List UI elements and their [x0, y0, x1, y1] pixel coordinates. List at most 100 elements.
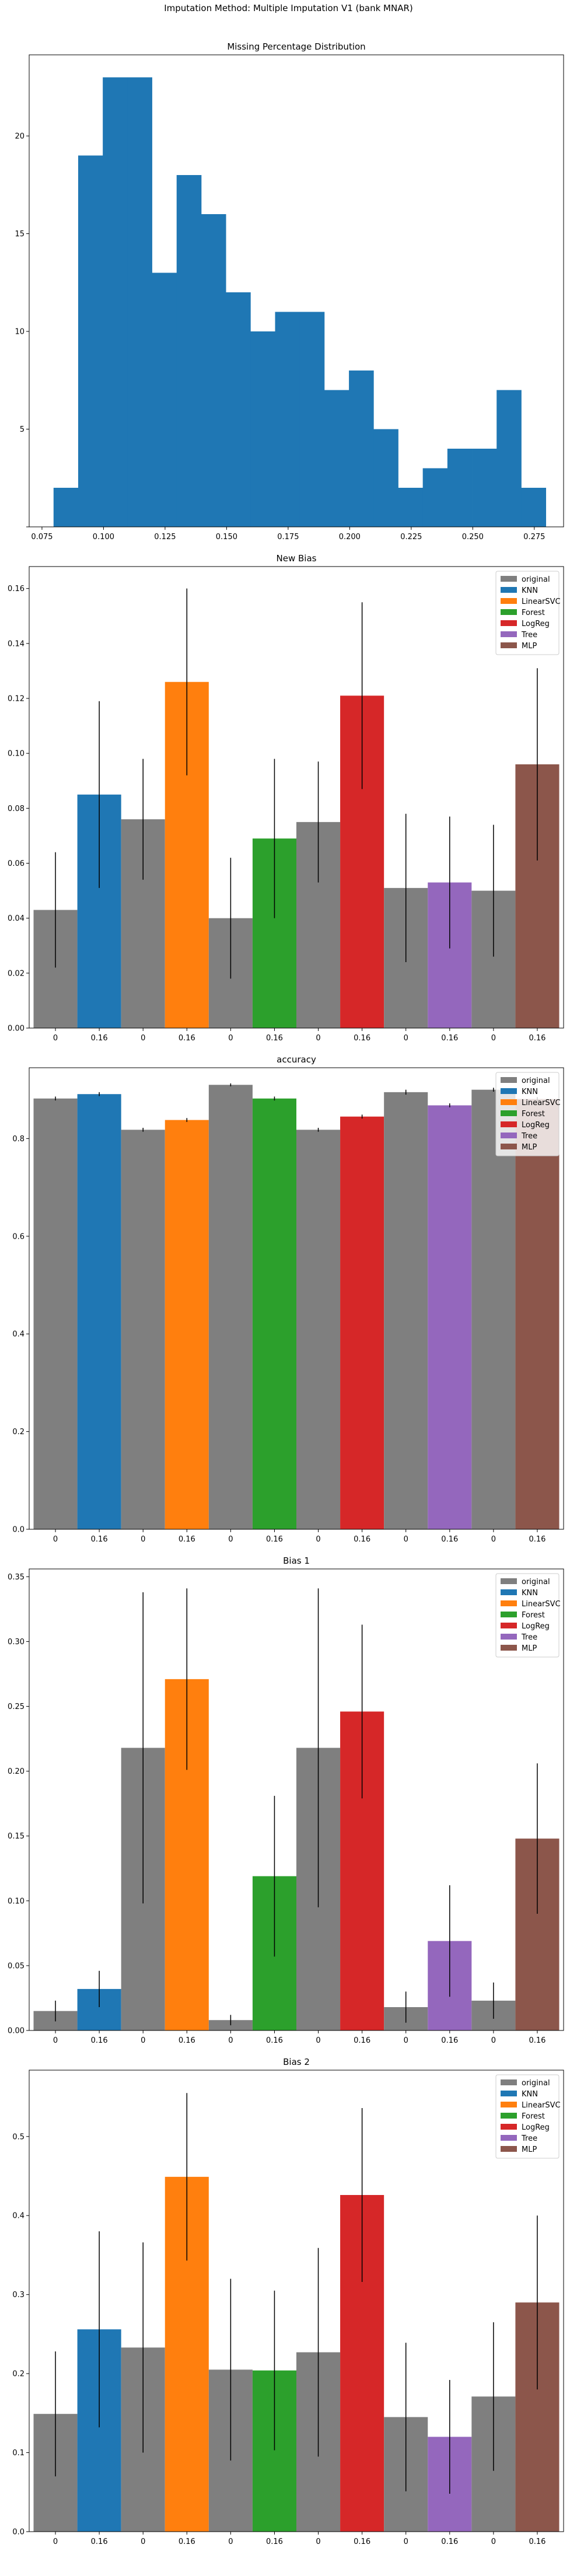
y-tick-label: 0.4 — [12, 2212, 25, 2221]
x-tick-label: 0.16 — [354, 2036, 370, 2045]
legend-swatch — [501, 1088, 517, 1094]
y-tick-label: 0.02 — [8, 969, 25, 978]
y-tick-label: 5 — [20, 425, 25, 434]
histogram-bar — [103, 77, 128, 527]
logreg-bar — [340, 1116, 384, 1529]
y-tick-label: 0.10 — [8, 750, 25, 759]
x-tick-label: 0 — [53, 1034, 58, 1043]
x-tick-label: 0.16 — [91, 2036, 108, 2045]
y-tick-label: 0.8 — [12, 1135, 25, 1144]
legend-swatch — [501, 1600, 517, 1606]
original-bar — [33, 1098, 78, 1529]
original-bar — [384, 1092, 428, 1529]
legend-label: original — [522, 2079, 550, 2088]
legend-label: KNN — [522, 2090, 538, 2099]
x-tick-label: 0.225 — [400, 533, 422, 541]
x-tick-label: 0 — [141, 2537, 145, 2546]
legend-swatch — [501, 1133, 517, 1138]
legend-swatch — [501, 2102, 517, 2107]
legend-swatch — [501, 1634, 517, 1640]
legend-swatch — [501, 642, 517, 648]
x-tick-label: 0.16 — [441, 1535, 458, 1544]
x-tick-label: 0.16 — [529, 2036, 545, 2045]
legend-label: Forest — [522, 2112, 545, 2121]
y-tick-label: 20 — [15, 132, 25, 141]
chart-title: accuracy — [277, 1054, 316, 1065]
histogram-bar — [176, 175, 202, 527]
legend-label: MLP — [522, 2145, 537, 2154]
x-tick-label: 0.16 — [266, 1034, 283, 1043]
legend-swatch — [501, 2124, 517, 2130]
bar-panel-accuracy: accuracy 0 0.16 0 0.16 0 0.16 0 0.16 0 0.16 0 0.16 0.… — [12, 1054, 564, 1544]
y-tick-label: 0.6 — [12, 1232, 25, 1241]
legend-label: Tree — [521, 1633, 537, 1642]
histogram-bar — [373, 429, 398, 527]
histogram-bar — [53, 488, 79, 527]
x-tick-label: 0 — [491, 1535, 496, 1544]
x-tick-label: 0.16 — [354, 1535, 370, 1544]
plot-frame — [29, 566, 564, 1029]
histogram-bar — [275, 312, 300, 527]
histogram-panel: Missing Percentage Distribution 0.075 0.10… — [15, 41, 564, 541]
plot-frame — [29, 2070, 564, 2532]
histogram-bar — [201, 214, 226, 527]
histogram-bar — [78, 155, 103, 527]
legend-label: Tree — [521, 631, 537, 639]
legend-label: MLP — [522, 1644, 537, 1653]
histogram-bar — [250, 331, 275, 527]
histogram-bar — [324, 390, 349, 527]
legend-swatch — [501, 2113, 517, 2119]
x-tick-label: 0.16 — [179, 2036, 195, 2045]
y-tick-label: 0.08 — [8, 805, 25, 813]
legend-label: MLP — [522, 642, 537, 651]
histogram-bar — [152, 272, 177, 527]
knn-bar — [77, 1094, 121, 1529]
original-bar — [471, 1089, 516, 1529]
legend-label: MLP — [522, 1143, 537, 1152]
y-tick-label: 0.10 — [8, 1897, 25, 1906]
x-tick-label: 0 — [141, 2036, 145, 2045]
y-tick-label: 0.35 — [8, 1573, 25, 1582]
y-tick-label: 0.15 — [8, 1832, 25, 1841]
legend-swatch — [501, 1110, 517, 1116]
legend-swatch — [501, 1121, 517, 1127]
x-tick-label: 0.16 — [441, 2036, 458, 2045]
legend-label: Forest — [522, 1110, 545, 1119]
x-tick-label: 0.175 — [277, 533, 299, 541]
x-tick-label: 0.100 — [93, 533, 114, 541]
chart-title: New Bias — [277, 553, 317, 564]
legend-label: original — [522, 1578, 550, 1586]
legend-swatch — [501, 2091, 517, 2096]
legend-swatch — [501, 1144, 517, 1149]
x-tick-label: 0.250 — [462, 533, 484, 541]
legend-swatch — [501, 1578, 517, 1584]
legend-label: LogReg — [522, 1622, 550, 1631]
figure-title: Imputation Method: Multiple Imputation V… — [164, 3, 413, 13]
y-tick-label: 0.04 — [8, 914, 25, 923]
x-tick-label: 0 — [404, 2036, 408, 2045]
legend-label: KNN — [522, 586, 538, 595]
legend: original KNN LinearSVC Forest LogReg Tree MLP — [495, 1072, 561, 1156]
legend-swatch — [501, 631, 517, 637]
bar-panel-new-bias: New Bias 0 0.16 0 0.16 0 0.16 0 0.16 0 0.16 0 0.16 0.… — [8, 553, 564, 1043]
histogram-bar — [127, 77, 152, 527]
x-tick-label: 0 — [491, 1034, 496, 1043]
x-tick-label: 0 — [228, 2537, 233, 2546]
x-tick-label: 0.16 — [354, 2537, 370, 2546]
x-tick-label: 0 — [491, 2537, 496, 2546]
legend-label: Forest — [522, 609, 545, 617]
chart-title: Missing Percentage Distribution — [227, 41, 365, 52]
y-tick-label: 0.0 — [12, 1526, 25, 1535]
legend-swatch — [501, 2079, 517, 2085]
histogram-bar — [447, 449, 473, 527]
legend-swatch — [501, 1645, 517, 1651]
x-tick-label: 0.16 — [91, 2537, 108, 2546]
x-tick-label: 0.16 — [529, 1535, 545, 1544]
original-bar — [121, 1130, 165, 1529]
histogram-bar — [349, 371, 374, 527]
legend-label: LinearSVC — [522, 597, 561, 606]
y-tick-label: 10 — [15, 328, 25, 337]
x-tick-label: 0.16 — [354, 1034, 370, 1043]
legend-swatch — [501, 1623, 517, 1628]
x-tick-label: 0.275 — [523, 533, 545, 541]
